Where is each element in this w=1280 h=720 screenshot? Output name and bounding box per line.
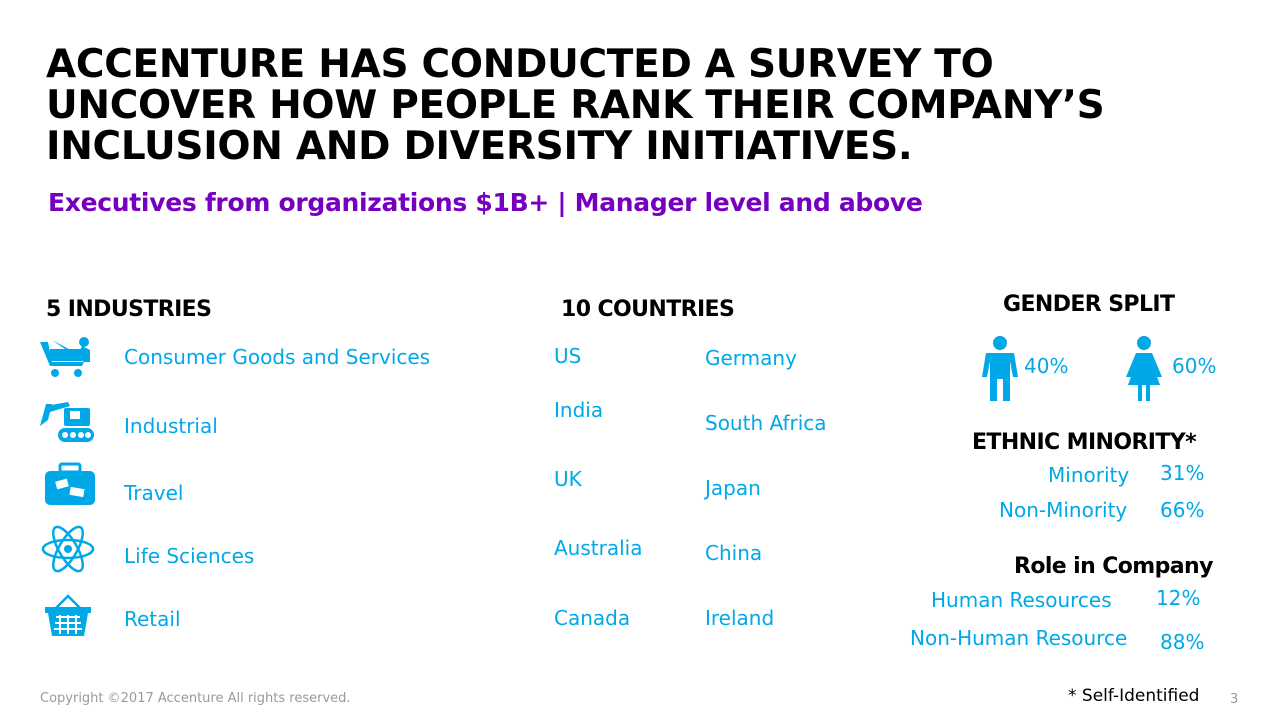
role-row-label: Human Resources — [931, 588, 1112, 612]
ethnic-row-value: 31% — [1160, 461, 1205, 485]
role-row-value: 88% — [1160, 630, 1205, 654]
ethnic-row-value: 66% — [1160, 498, 1205, 522]
role-row-label: Non-Human Resource — [910, 626, 1128, 650]
suitcase-icon — [42, 462, 98, 512]
country-label: US — [554, 344, 582, 368]
country-label: Australia — [554, 536, 643, 560]
role-heading: Role in Company — [1014, 554, 1213, 579]
page-title-line-2: UNCOVER HOW PEOPLE RANK THEIR COMPANY’S — [46, 83, 1105, 128]
country-label: China — [705, 541, 763, 565]
page-title-line-1: ACCENTURE HAS CONDUCTED A SURVEY TO — [46, 42, 994, 87]
industry-label: Industrial — [124, 414, 218, 438]
gender-heading: GENDER SPLIT — [1003, 292, 1175, 317]
copyright-text: Copyright ©2017 Accenture All rights res… — [40, 691, 351, 706]
role-row-value: 12% — [1156, 586, 1201, 610]
page-number: 3 — [1230, 692, 1239, 707]
female-percent: 60% — [1172, 354, 1217, 378]
atom-icon — [40, 524, 96, 574]
industry-label: Travel — [124, 481, 184, 505]
female-icon — [1124, 335, 1164, 403]
country-label: Germany — [705, 346, 797, 370]
page-title-line-3: INCLUSION AND DIVERSITY INITIATIVES. — [46, 124, 913, 169]
industry-label: Life Sciences — [124, 544, 255, 568]
industries-heading: 5 INDUSTRIES — [46, 297, 212, 322]
ethnic-heading: ETHNIC MINORITY* — [972, 430, 1197, 455]
shopping-cart-icon — [38, 332, 94, 382]
footnote-text: * Self-Identified — [1068, 686, 1200, 706]
industry-label: Consumer Goods and Services — [124, 345, 431, 369]
country-label: Japan — [705, 476, 761, 500]
country-label: India — [554, 398, 604, 422]
male-percent: 40% — [1024, 354, 1069, 378]
page-title: ACCENTURE HAS CONDUCTED A SURVEY TO UNCO… — [46, 44, 1226, 167]
country-label: South Africa — [705, 411, 827, 435]
male-icon — [980, 335, 1020, 403]
page-subtitle: Executives from organizations $1B+ | Man… — [48, 188, 923, 217]
excavator-icon — [38, 398, 94, 448]
ethnic-row-label: Minority — [1048, 463, 1130, 487]
ethnic-row-label: Non-Minority — [999, 498, 1128, 522]
industry-label: Retail — [124, 607, 181, 631]
country-label: Ireland — [705, 606, 775, 630]
country-label: Canada — [554, 606, 631, 630]
countries-heading: 10 COUNTRIES — [561, 297, 735, 322]
country-label: UK — [554, 467, 582, 491]
basket-icon — [40, 592, 96, 642]
